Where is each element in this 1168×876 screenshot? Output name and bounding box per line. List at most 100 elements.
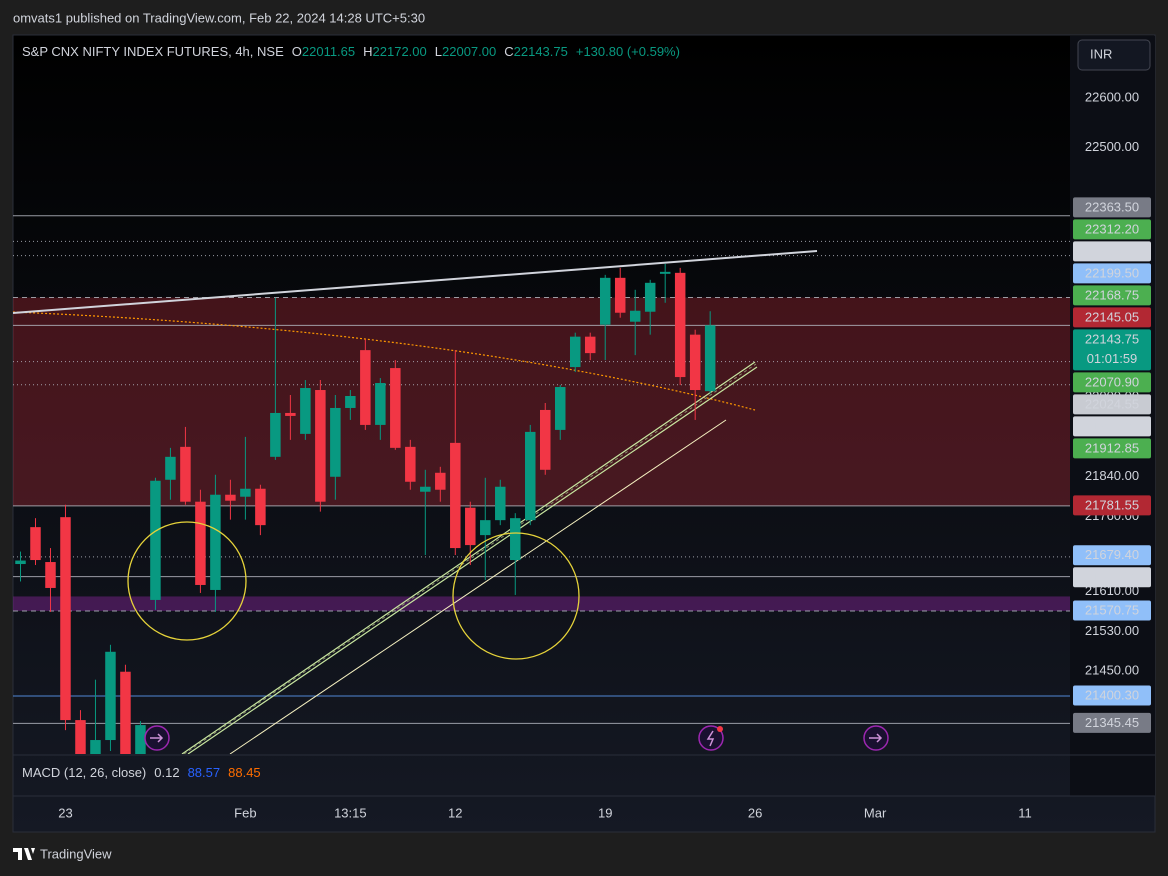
ohlc-key: H (363, 44, 372, 59)
x-tick-label: 19 (598, 805, 612, 820)
y-tick-label: 22600.00 (1085, 89, 1139, 104)
candle-body (510, 518, 521, 561)
candle-body (659, 271, 671, 274)
brand-name: TradingView (40, 846, 112, 861)
price-label-box (1073, 545, 1151, 566)
price-label-box (1073, 712, 1151, 733)
chart-frame (12, 34, 1156, 833)
countdown: 01:01:59 (1087, 351, 1138, 366)
indicator-value: 0.12 (154, 765, 179, 780)
price-label: 21570.75 (1085, 602, 1139, 617)
price-label: 22199.50 (1085, 265, 1139, 280)
zone (13, 596, 1070, 612)
trendline (13, 250, 818, 314)
y-tick-label: 21530.00 (1085, 623, 1139, 638)
candle-body (120, 671, 131, 754)
price-label-box (1073, 685, 1151, 706)
candles (15, 263, 716, 754)
indicator-legend: MACD (12, 26, close) 0.12 88.57 88.45 (22, 765, 261, 780)
candle-body (105, 651, 116, 741)
price-label-box (1073, 197, 1151, 218)
moving-average (13, 311, 756, 411)
candle-body (435, 472, 446, 490)
circle-drawing (452, 532, 580, 660)
circle-drawing (127, 521, 247, 641)
ohlc-key: C (504, 44, 513, 59)
candle-body (375, 383, 386, 425)
price-label: 22312.20 (1085, 221, 1139, 236)
legend: S&P CNX NIFTY INDEX FUTURES, 4h, NSE O 220… (22, 44, 680, 59)
trendline (229, 419, 727, 754)
trendline (187, 366, 758, 754)
ohlc: O22011.65 H22172.00 L22007.00 C22143.75 +130… (292, 44, 680, 59)
candle-body (210, 494, 221, 590)
event-icon[interactable] (698, 725, 724, 751)
y-tick-label: 21450.00 (1085, 663, 1139, 678)
event-icon[interactable] (144, 725, 170, 751)
y-tick-label: 21840.00 (1085, 468, 1139, 483)
ohlc-key: O (292, 44, 302, 59)
price-label-box (1073, 263, 1151, 284)
price-label: 22143.75 (1085, 331, 1139, 346)
y-tick-label: 22500.00 (1085, 139, 1139, 154)
indicator-name: MACD (12, 26, close) (22, 765, 146, 780)
price-label: 21400.30 (1085, 687, 1139, 702)
price-label-box (1073, 495, 1151, 516)
x-tick-label: 12 (448, 805, 462, 820)
candle-body (285, 412, 296, 416)
candle-body (255, 488, 266, 526)
candle-body (584, 336, 596, 354)
candle-body (465, 507, 476, 546)
price-label-box (1073, 241, 1151, 262)
price-label-box (1073, 372, 1151, 393)
candle-body (674, 272, 686, 378)
candle-body (315, 390, 326, 502)
candle-body (540, 409, 551, 470)
price-label-box (1073, 438, 1151, 459)
change: +130.80 (+0.59%) (576, 44, 680, 59)
candle-body (569, 336, 581, 368)
price-label-box (1073, 394, 1151, 415)
candle-body (225, 494, 236, 501)
candle-body (689, 334, 701, 391)
price-label: 21951.35 (1085, 418, 1139, 433)
candle-body (525, 431, 536, 521)
price-label: 21912.85 (1085, 440, 1139, 455)
price-label-box (1073, 307, 1151, 328)
trendline (183, 363, 757, 754)
candle-body (195, 501, 206, 585)
currency[interactable]: INR (1090, 46, 1112, 61)
x-tick-label: 11 (1018, 805, 1032, 820)
candle-body (165, 456, 176, 480)
candle-body (390, 368, 401, 448)
price-label-box (1073, 285, 1151, 306)
price-axis (1070, 36, 1155, 796)
x-tick-label: 13:15 (334, 805, 367, 820)
indicator-value: 88.57 (188, 765, 221, 780)
candle-body (644, 282, 656, 312)
candle-body (60, 517, 71, 721)
candle-body (30, 527, 41, 561)
candle-body (599, 277, 611, 325)
price-label: 22168.75 (1085, 287, 1139, 302)
indicator-value: 88.45 (228, 765, 261, 780)
x-tick-label: Mar (864, 805, 887, 820)
price-label-box (1073, 329, 1151, 371)
candle-body (495, 486, 506, 521)
candle-body (240, 488, 251, 497)
event-icon[interactable] (863, 725, 889, 751)
candle-body (135, 725, 146, 754)
symbol-title: S&P CNX NIFTY INDEX FUTURES, 4h, NSE (22, 44, 284, 59)
x-tick-label: 26 (748, 805, 762, 820)
candle-body (270, 412, 281, 457)
x-tick-label: 23 (58, 805, 72, 820)
candle-body (405, 446, 416, 482)
candle-body (704, 325, 716, 392)
candle-body (554, 387, 566, 430)
x-tick-label: Feb (234, 805, 256, 820)
ohlc-value: 22007.00 (442, 44, 496, 59)
currency-button[interactable]: INR (1077, 39, 1151, 71)
price-label: 22070.90 (1085, 374, 1139, 389)
